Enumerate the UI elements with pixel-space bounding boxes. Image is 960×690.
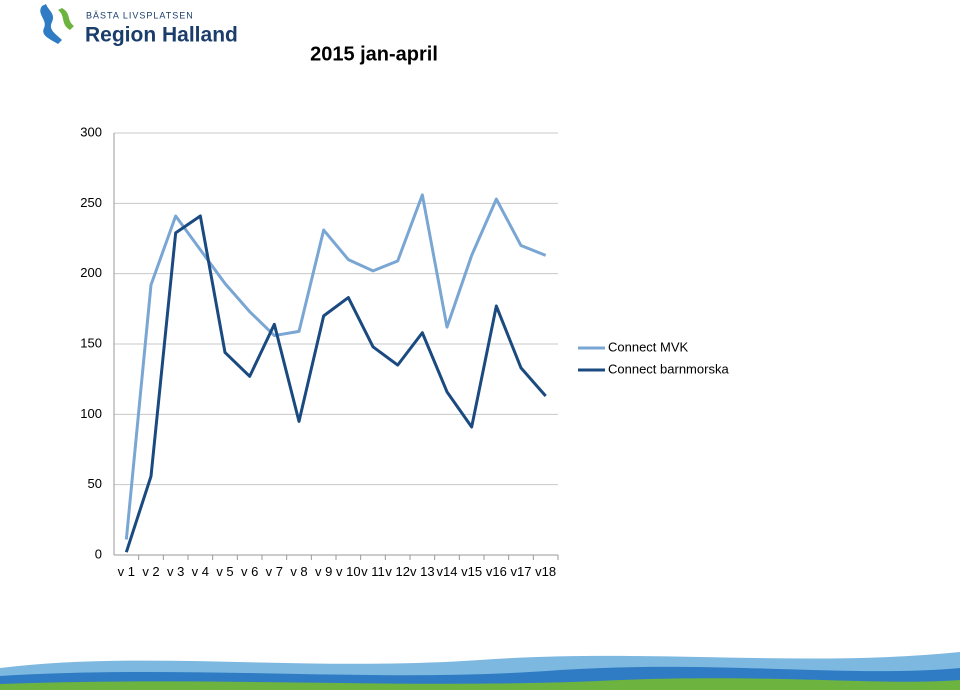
wave — [0, 678, 960, 690]
x-tick-label: v 7 — [265, 564, 283, 579]
x-tick-label: v16 — [485, 564, 507, 579]
x-tick-label: v 6 — [240, 564, 259, 579]
x-tick-label: v 1 — [117, 564, 135, 579]
footer-decoration — [0, 652, 960, 690]
logo-name: Region Halland — [85, 24, 238, 47]
series-line — [124, 214, 547, 553]
legend-label: Connect MVK — [608, 339, 689, 354]
x-tick-label: v 5 — [216, 564, 234, 579]
logo-tagline: BÄSTA LIVSPLATSEN — [86, 10, 194, 20]
x-tick-label: v 12 — [385, 564, 410, 579]
y-tick-label: 250 — [80, 195, 102, 210]
legend-label: Connect barnmorska — [608, 361, 729, 376]
x-tick-label: v 11 — [361, 564, 385, 579]
logo-mark — [58, 8, 74, 30]
logo: BÄSTA LIVSPLATSEN Region Halland — [40, 4, 238, 47]
x-tick-label: v 8 — [290, 564, 308, 579]
x-tick-label: v 3 — [166, 564, 185, 579]
x-tick-label: v15 — [461, 564, 483, 579]
x-tick-label: v14 — [436, 564, 458, 579]
x-tick-label: v 9 — [314, 564, 333, 579]
x-tick-label: v17 — [510, 564, 532, 579]
logo-mark — [40, 4, 62, 44]
y-tick-label: 150 — [80, 335, 102, 350]
series-line — [124, 193, 547, 540]
y-tick-label: 300 — [80, 124, 102, 139]
y-tick-label: 200 — [80, 265, 102, 280]
chart-title: 2015 jan-april — [310, 43, 438, 65]
x-tick-label: v 2 — [142, 564, 160, 579]
y-tick-label: 100 — [80, 406, 102, 421]
x-tick-label: v 13 — [410, 564, 435, 579]
y-tick-label: 50 — [88, 476, 102, 491]
x-tick-label: v 4 — [191, 564, 209, 579]
x-tick-label: v18 — [535, 564, 557, 579]
x-tick-label: v 10 — [336, 564, 361, 579]
y-tick-label: 0 — [95, 546, 102, 561]
